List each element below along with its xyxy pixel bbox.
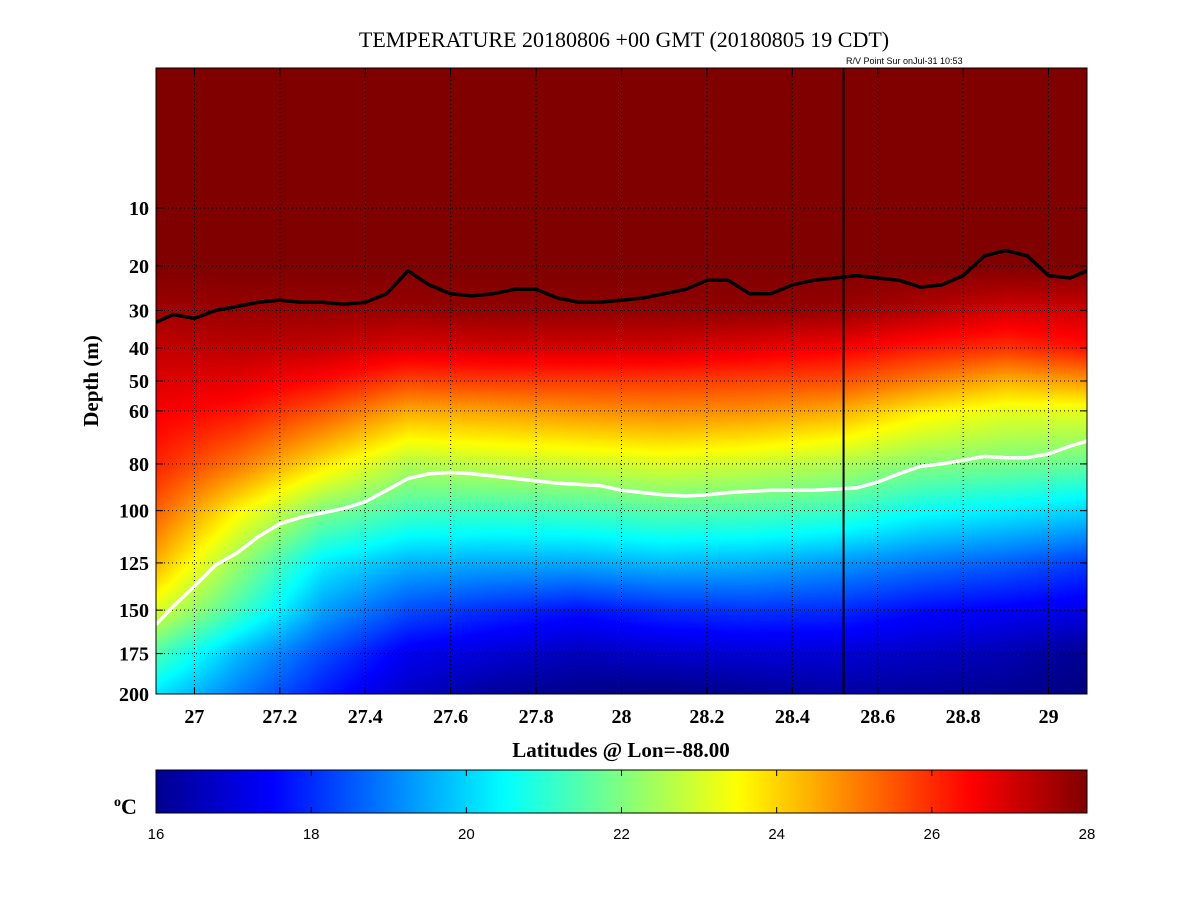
y-axis: 10 20 30 40 50 60 80 100 125 150 175 200 <box>119 198 1087 706</box>
x-tick-label: 27 <box>184 706 204 728</box>
colorbar-tick-label: 20 <box>458 826 475 843</box>
colorbar <box>155 769 1088 814</box>
x-tick-label: 27.6 <box>433 706 468 728</box>
x-tick-label: 27.8 <box>519 706 554 728</box>
x-axis: 27 27.2 27.4 27.6 27.8 28 28.2 28.4 28.6 28.8 29 <box>184 68 1059 728</box>
colorbar-tick-label: 16 <box>148 826 165 843</box>
x-tick-label: 29 <box>1039 706 1059 728</box>
colorbar-tick-label: 18 <box>303 826 320 843</box>
y-tick-label: 150 <box>119 600 149 622</box>
x-axis-label: Latitudes @ Lon=-88.00 <box>512 738 730 762</box>
colorbar-tick-label: 24 <box>768 826 785 843</box>
y-tick-label: 30 <box>129 300 149 322</box>
x-tick-label: 28.2 <box>689 706 724 728</box>
black-isotherm-contour <box>156 248 1087 324</box>
colorbar-tick-label: 26 <box>923 826 940 843</box>
x-tick-label: 28.8 <box>946 706 981 728</box>
y-tick-label: 125 <box>119 553 149 575</box>
y-tick-label: 20 <box>129 256 149 278</box>
colorbar-tick-label: 22 <box>613 826 630 843</box>
y-tick-label: 80 <box>129 454 149 476</box>
colorbar-axis: 16 18 20 22 24 26 28 <box>148 770 1096 843</box>
unit-degree-mark: o <box>114 795 121 810</box>
y-axis-label: Depth (m) <box>79 335 103 427</box>
colorbar-unit: oC <box>114 794 137 819</box>
white-isotherm-contour <box>156 439 1087 626</box>
chart-title: TEMPERATURE 20180806 +00 GMT (20180805 1… <box>359 27 889 52</box>
y-tick-label: 10 <box>129 198 149 220</box>
x-tick-label: 28 <box>612 706 632 728</box>
plot-area <box>156 68 1087 694</box>
unit-letter: C <box>121 794 137 819</box>
x-tick-label: 27.2 <box>262 706 297 728</box>
y-tick-label: 100 <box>119 501 149 523</box>
ship-annotation: R/V Point Sur onJul-31 10:53 <box>846 56 963 66</box>
y-tick-label: 40 <box>129 338 149 360</box>
x-tick-label: 28.4 <box>775 706 810 728</box>
colorbar-tick-label: 28 <box>1079 826 1096 843</box>
x-tick-label: 27.4 <box>348 706 383 728</box>
y-tick-label: 200 <box>119 684 149 706</box>
y-tick-label: 60 <box>129 401 149 423</box>
grid-lines <box>156 68 1087 694</box>
y-tick-label: 50 <box>129 371 149 393</box>
y-tick-label: 175 <box>119 644 149 666</box>
x-tick-label: 28.6 <box>860 706 895 728</box>
